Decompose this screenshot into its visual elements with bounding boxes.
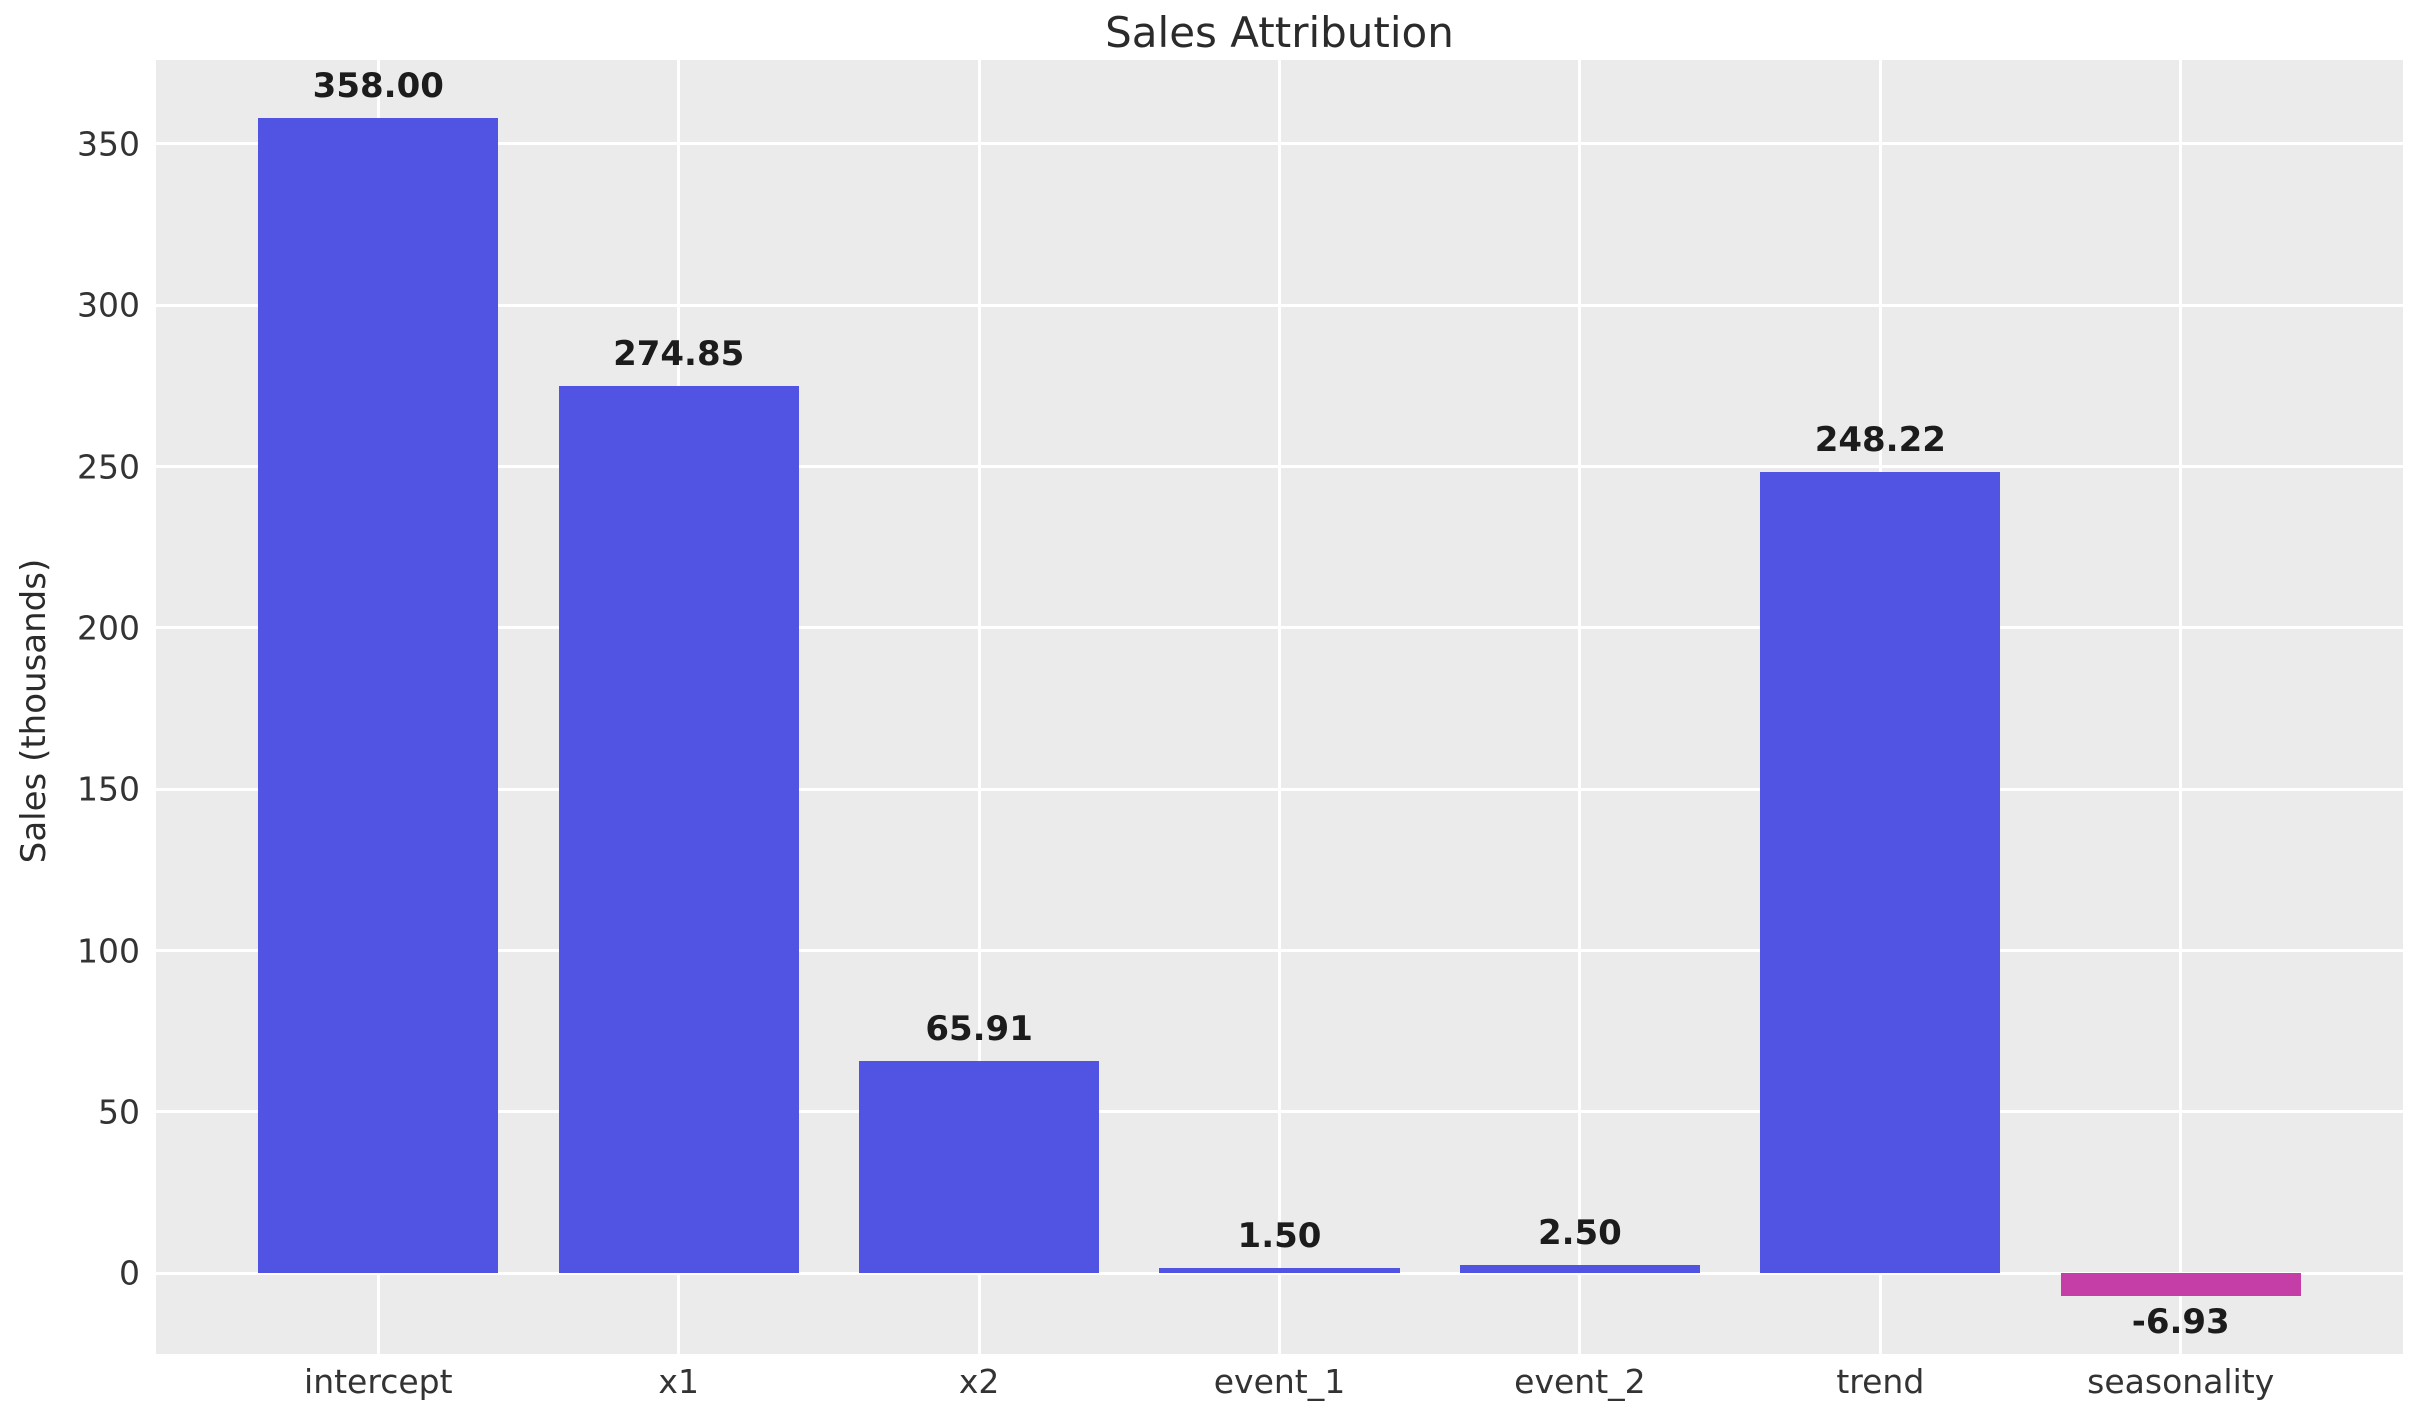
plot-area [156, 60, 2403, 1354]
bar-event_1 [1159, 1268, 1400, 1274]
bar-value-label-event_1: 1.50 [1237, 1216, 1322, 1257]
gridline-x-event_1 [1278, 60, 1281, 1354]
bar-x1 [558, 386, 799, 1274]
ytick-label-350: 350 [77, 124, 140, 164]
bar-x2 [858, 1060, 1100, 1274]
xtick-label-event_1: event_1 [1213, 1362, 1346, 1401]
bar-value-label-x2: 65.91 [925, 1008, 1033, 1049]
ytick-label-250: 250 [77, 447, 140, 487]
bar-value-label-trend: 248.22 [1814, 420, 1946, 461]
y-axis-label: Sales (thousands) [14, 558, 54, 864]
xtick-label-trend: trend [1836, 1362, 1925, 1401]
bar-value-label-x1: 274.85 [613, 334, 745, 375]
bar-seasonality [2060, 1273, 2301, 1296]
gridline-x-seasonality [2179, 60, 2183, 1354]
ytick-label-200: 200 [77, 608, 140, 648]
xtick-label-seasonality: seasonality [2087, 1362, 2275, 1401]
xtick-label-x2: x2 [958, 1362, 1000, 1401]
gridline-x-event_2 [1578, 60, 1582, 1354]
bar-value-label-intercept: 358.00 [312, 66, 444, 107]
xtick-label-event_2: event_2 [1514, 1362, 1646, 1401]
ytick-label-50: 50 [98, 1092, 140, 1132]
ytick-label-0: 0 [119, 1253, 140, 1293]
bar-value-label-seasonality: -6.93 [2131, 1301, 2230, 1342]
ytick-label-150: 150 [77, 769, 140, 809]
xtick-label-intercept: intercept [304, 1362, 453, 1401]
bar-intercept [258, 118, 499, 1274]
bar-trend [1760, 472, 2001, 1274]
ytick-label-100: 100 [77, 931, 140, 971]
ytick-label-300: 300 [77, 285, 140, 325]
bar-event_2 [1459, 1265, 1701, 1274]
chart-title: Sales Attribution [1105, 8, 1454, 57]
xtick-label-x1: x1 [658, 1362, 699, 1401]
gridline-x-x2 [977, 60, 981, 1354]
bar-value-label-event_2: 2.50 [1537, 1213, 1622, 1254]
